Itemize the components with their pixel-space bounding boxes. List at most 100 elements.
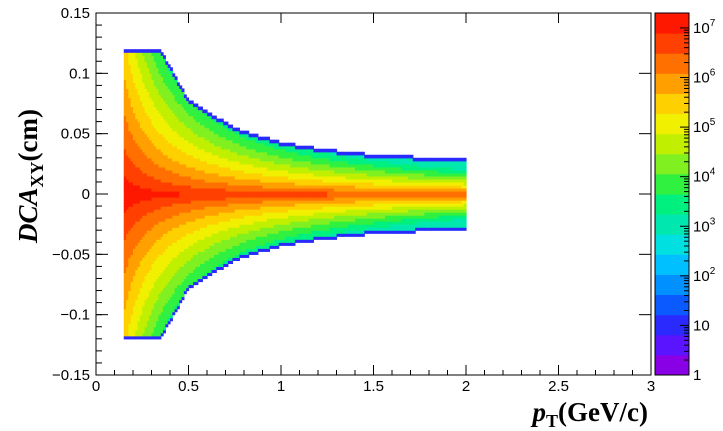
heatmap-cell [193,203,197,207]
heatmap-cell [197,212,201,216]
heatmap-cell [123,124,127,129]
heatmap-cell [167,209,171,213]
heatmap-cell [207,121,210,126]
heatmap-cell [190,151,194,156]
heatmap-cell [167,82,171,86]
heatmap-cell [183,272,187,277]
heatmap-cell [308,239,312,243]
heatmap-cell [181,254,185,258]
heatmap-cell [227,142,231,147]
heatmap-cell [165,296,169,301]
heatmap-cell [158,97,162,102]
heatmap-cell [318,203,321,207]
heatmap-cell [241,242,245,246]
heatmap-cell [156,308,160,313]
heatmap-cell [170,236,173,240]
heatmap-cell [139,82,143,86]
heatmap-cell [299,157,303,162]
heatmap-cell [285,215,289,219]
heatmap-cell [151,326,155,331]
heatmap-cell [260,242,264,246]
heatmap-cell [165,190,169,195]
heatmap-cell [216,139,220,144]
heatmap-cell [311,169,314,174]
heatmap-cell [313,203,317,207]
heatmap-cell [283,230,287,234]
heatmap-cell [213,175,217,180]
heatmap-cell [207,239,210,243]
heatmap-cell [170,305,173,310]
heatmap-cell [306,145,310,150]
heatmap-cell [179,263,183,267]
heatmap-cell [137,263,141,267]
heatmap-cell [179,284,183,289]
heatmap-cell [246,236,250,240]
heatmap-cell [139,308,143,313]
heatmap-cell [262,154,266,159]
heatmap-cell [250,175,254,180]
heatmap-cell [186,115,190,120]
heatmap-cell [181,133,185,138]
heatmap-cell [179,194,183,198]
heatmap-cell [135,76,139,80]
heatmap-cell [281,175,284,180]
heatmap-cell [232,145,236,150]
heatmap-cell [163,88,166,93]
heatmap-cell [209,148,213,153]
heatmap-cell [137,73,141,77]
heatmap-cell [139,332,143,337]
heatmap-cell [123,278,127,283]
heatmap-cell [144,133,148,138]
heatmap-cell [165,320,169,325]
heatmap-cell [153,94,157,99]
heatmap-cell [283,142,287,147]
heatmap-cell [324,221,328,225]
heatmap-cell [197,236,201,240]
heatmap-cell [241,145,245,150]
heatmap-cell [142,200,146,204]
heatmap-cell [315,151,319,156]
heatmap-cell [151,133,155,138]
heatmap-cell [216,221,220,225]
heatmap-cell [204,200,208,204]
heatmap-cell [133,257,136,261]
heatmap-cell [167,115,171,120]
heatmap-cell [190,154,194,159]
heatmap-cell [318,178,321,183]
heatmap-cell [133,218,136,222]
heatmap-cell [156,230,160,234]
heatmap-cell [308,233,312,237]
heatmap-cell [241,160,245,165]
heatmap-cell [160,233,164,237]
heatmap-cell [271,209,275,213]
heatmap-cell [176,212,180,216]
heatmap-cell [170,275,173,280]
heatmap-cell [133,233,136,237]
heatmap-cell [315,203,319,207]
heatmap-cell [223,121,227,126]
heatmap-cell [135,124,139,129]
heatmap-cell [128,254,132,258]
heatmap-cell [139,248,143,252]
heatmap-cell [285,145,289,150]
heatmap-cell [274,178,277,183]
heatmap-cell [142,263,146,267]
heatmap-cell [179,266,183,271]
heatmap-cell [250,133,254,138]
heatmap-cell [287,227,291,231]
heatmap-cell [179,239,183,243]
heatmap-cell [144,109,148,114]
heatmap-cell [130,127,134,132]
heatmap-cell [248,239,252,243]
heatmap-cell [216,251,220,255]
heatmap-cell [190,112,194,117]
heatmap-cell [128,55,132,59]
heatmap-cell [149,103,153,108]
heatmap-cell [176,151,180,156]
heatmap-cell [232,257,236,261]
heatmap-cell [225,169,229,174]
heatmap-cell [183,206,187,210]
heatmap-cell [160,55,164,59]
heatmap-cell [179,154,183,159]
heatmap-cell [230,184,234,189]
